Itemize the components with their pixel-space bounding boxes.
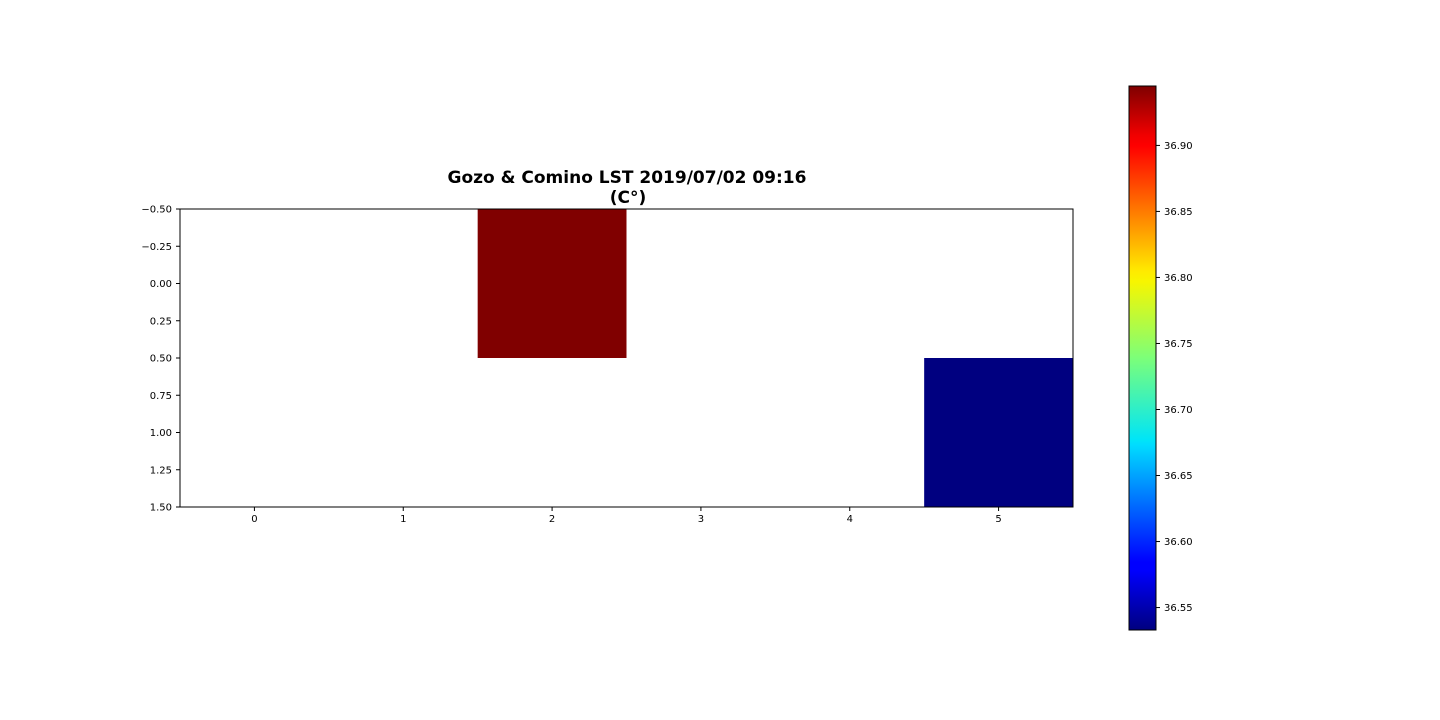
x-tick-label: 1	[400, 514, 406, 525]
colorbar-tick-label: 36.60	[1164, 537, 1193, 548]
colorbar-tick-label: 36.65	[1164, 471, 1193, 482]
colorbar-tick-label: 36.80	[1164, 273, 1193, 284]
heatmap-cell-r1-c5	[924, 358, 1073, 507]
x-tick-label: 5	[995, 514, 1001, 525]
x-axis: 0 1 2 3 4 5	[251, 507, 1002, 525]
y-tick-label: 0.00	[150, 279, 172, 290]
colorbar-frame	[1128, 85, 1157, 631]
y-tick-label: 0.50	[150, 354, 172, 365]
colorbar-tick-label: 36.70	[1164, 405, 1193, 416]
chart-title: Gozo & Comino LST 2019/07/02 09:16 (C°)	[448, 168, 807, 208]
x-tick-label: 4	[847, 514, 853, 525]
colorbar-tick-label: 36.75	[1164, 339, 1193, 350]
chart-title-line-2: (C°)	[610, 188, 647, 208]
y-tick-label: 1.00	[150, 428, 172, 439]
y-tick-label: 1.25	[150, 465, 172, 476]
heatmap-cells	[477, 209, 1073, 507]
y-tick-label: −0.25	[141, 242, 172, 253]
x-tick-label: 2	[549, 514, 555, 525]
y-tick-label: 1.50	[150, 503, 172, 514]
colorbar-ticks: 36.55 36.60 36.65 36.70 36.75 36.80 36.85 36.90	[1156, 141, 1193, 614]
chart-title-line-1: Gozo & Comino LST 2019/07/02 09:16	[448, 168, 807, 188]
x-tick-label: 0	[251, 514, 257, 525]
heatmap-cell-r0-c2	[477, 209, 627, 358]
colorbar: 36.55 36.60 36.65 36.70 36.75 36.80 36.85 36.90	[1128, 85, 1193, 631]
y-axis: −0.50 −0.25 0.00 0.25 0.50 0.75 1.00 1.25 1.50	[141, 205, 180, 514]
colorbar-tick-label: 36.85	[1164, 207, 1193, 218]
colorbar-tick-label: 36.90	[1164, 141, 1193, 152]
y-tick-label: −0.50	[141, 205, 172, 216]
colorbar-tick-label: 36.55	[1164, 603, 1193, 614]
colorbar-gradient	[1129, 86, 1156, 630]
y-tick-label: 0.75	[150, 391, 172, 402]
y-tick-label: 0.25	[150, 316, 172, 327]
x-tick-label: 3	[698, 514, 704, 525]
